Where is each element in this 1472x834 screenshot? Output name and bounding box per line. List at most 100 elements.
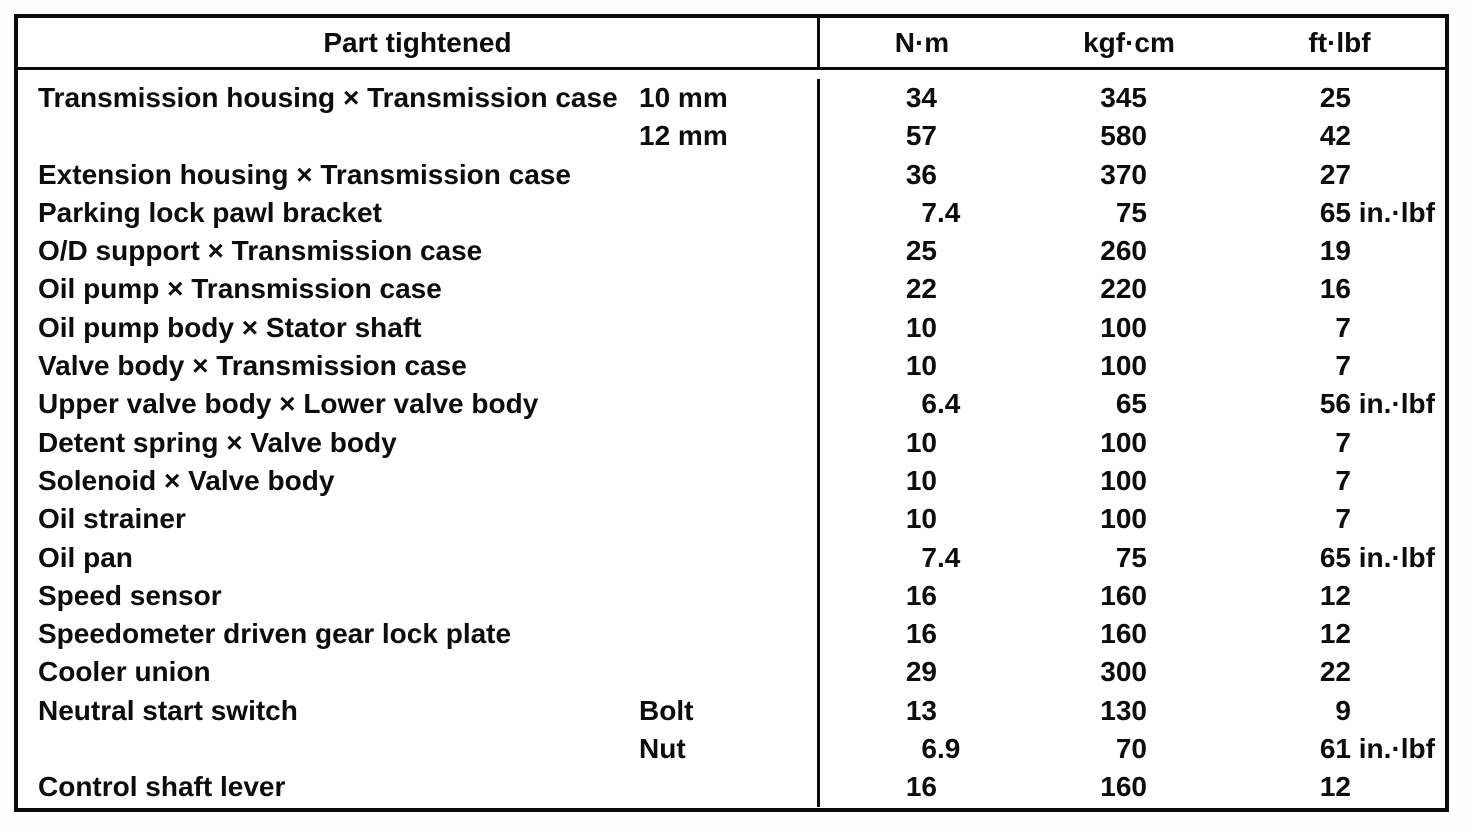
part-name: Transmission housing × Transmission case bbox=[38, 82, 618, 113]
ft-lbf-value: 7 bbox=[1234, 309, 1445, 347]
header-ft-lbf: ft·lbf bbox=[1308, 27, 1371, 58]
part-name: Neutral start switch bbox=[38, 694, 298, 726]
kgf-cm-value: 75 bbox=[1024, 539, 1234, 577]
ft-lbf-value: 7 bbox=[1234, 347, 1445, 385]
ft-lbf-value: 65 in.·lbf bbox=[1234, 194, 1445, 232]
nm-value: 57 bbox=[817, 117, 1024, 156]
ft-lbf-number: 25 bbox=[1319, 82, 1351, 113]
nm-value: 13 bbox=[817, 691, 1024, 731]
part-name bbox=[18, 117, 639, 155]
table-row: Speed sensor 16 160 12 bbox=[18, 576, 1445, 616]
kgf-cm-number: 130 bbox=[1100, 694, 1147, 726]
table-row: Oil strainer 10 100 7 bbox=[18, 500, 1445, 539]
ft-lbf-number: 12 bbox=[1319, 579, 1351, 611]
part-sub-label bbox=[639, 309, 817, 347]
kgf-cm-value: 260 bbox=[1024, 232, 1234, 270]
part-sub-label bbox=[639, 385, 817, 423]
table-row: Speedometer driven gear lock plate 16 16… bbox=[18, 615, 1445, 654]
ft-lbf-extra: in.·lbf bbox=[1351, 541, 1435, 573]
ft-lbf-value: 25 bbox=[1234, 79, 1445, 117]
kgf-cm-number: 75 bbox=[1115, 196, 1147, 228]
kgf-cm-value: 580 bbox=[1024, 117, 1234, 155]
kgf-cm-number: 580 bbox=[1100, 120, 1147, 152]
nm-number: 10 bbox=[905, 503, 937, 535]
part-sub-label bbox=[639, 232, 817, 270]
part-name bbox=[18, 730, 639, 768]
ft-lbf-number: 19 bbox=[1319, 235, 1351, 267]
table-row: Solenoid × Valve body 10 100 7 bbox=[18, 461, 1445, 501]
ft-lbf-number: 7 bbox=[1335, 426, 1351, 458]
ft-lbf-number: 12 bbox=[1319, 618, 1351, 650]
part-sub-label bbox=[639, 270, 817, 308]
ft-lbf-value: 7 bbox=[1234, 500, 1445, 538]
nm-number: 22 bbox=[905, 273, 937, 305]
ft-lbf-value: 56 in.·lbf bbox=[1234, 385, 1445, 423]
kgf-cm-number: 160 bbox=[1100, 579, 1147, 611]
table-row: Cooler union 29 300 22 bbox=[18, 653, 1445, 692]
nm-extra: .4 bbox=[937, 541, 961, 573]
kgf-cm-value: 220 bbox=[1024, 270, 1234, 308]
nm-value: 16 bbox=[817, 768, 1024, 807]
kgf-cm-number: 100 bbox=[1100, 311, 1147, 343]
nm-value: 7.4 bbox=[817, 538, 1024, 577]
part-name: Upper valve body × Lower valve body bbox=[38, 388, 539, 420]
part-sub-label bbox=[639, 500, 817, 538]
ft-lbf-number: 42 bbox=[1319, 120, 1351, 152]
nm-number: 10 bbox=[905, 426, 937, 458]
part-sub-label bbox=[639, 347, 817, 385]
kgf-cm-value: 160 bbox=[1024, 768, 1234, 806]
kgf-cm-number: 370 bbox=[1100, 158, 1147, 190]
ft-lbf-number: 27 bbox=[1319, 158, 1351, 190]
kgf-cm-number: 160 bbox=[1100, 618, 1147, 650]
kgf-cm-number: 65 bbox=[1115, 388, 1147, 420]
part-sub-label: Bolt bbox=[639, 694, 694, 726]
ft-lbf-number: 7 bbox=[1335, 503, 1351, 535]
kgf-cm-value: 100 bbox=[1024, 309, 1234, 347]
ft-lbf-extra: in.·lbf bbox=[1351, 196, 1435, 228]
part-name: O/D support × Transmission case bbox=[38, 235, 483, 267]
nm-value: 10 bbox=[817, 423, 1024, 462]
part-sub-label bbox=[639, 156, 817, 194]
nm-number: 16 bbox=[905, 579, 937, 611]
nm-value: 36 bbox=[817, 155, 1024, 194]
kgf-cm-value: 160 bbox=[1024, 615, 1234, 653]
part-sub-label: 10 mm bbox=[639, 82, 728, 113]
part-name: Valve body × Transmission case bbox=[38, 350, 467, 382]
ft-lbf-number: 61 bbox=[1319, 733, 1351, 765]
nm-number: 7 bbox=[921, 541, 937, 573]
nm-number: 25 bbox=[905, 235, 937, 267]
header-nm: N·m bbox=[817, 18, 1024, 67]
ft-lbf-number: 9 bbox=[1335, 694, 1351, 726]
nm-extra: .9 bbox=[937, 733, 961, 765]
part-sub-label bbox=[639, 768, 817, 806]
ft-lbf-value: 61 in.·lbf bbox=[1234, 730, 1445, 768]
ft-lbf-number: 16 bbox=[1319, 273, 1351, 305]
kgf-cm-number: 220 bbox=[1100, 273, 1147, 305]
torque-spec-table: Part tightened N·m kgf·cm ft·lbf Transmi… bbox=[14, 14, 1449, 812]
ft-lbf-value: 12 bbox=[1234, 768, 1445, 806]
header-kgf-cm: kgf·cm bbox=[1083, 27, 1175, 58]
header-part-tightened: Part tightened bbox=[323, 27, 512, 58]
kgf-cm-number: 100 bbox=[1100, 426, 1147, 458]
part-sub-label bbox=[639, 577, 817, 615]
nm-number: 10 bbox=[905, 311, 937, 343]
nm-number: 7 bbox=[921, 196, 937, 228]
ft-lbf-value: 22 bbox=[1234, 653, 1445, 691]
nm-value: 22 bbox=[817, 270, 1024, 309]
part-sub-label bbox=[639, 615, 817, 653]
table-row: Oil pump body × Stator shaft 10 100 7 bbox=[18, 308, 1445, 348]
table-row: Extension housing × Transmission case 36… bbox=[18, 155, 1445, 194]
nm-value: 16 bbox=[817, 615, 1024, 654]
kgf-cm-number: 75 bbox=[1115, 541, 1147, 573]
kgf-cm-number: 100 bbox=[1100, 503, 1147, 535]
part-name: Detent spring × Valve body bbox=[38, 426, 397, 458]
part-name: Solenoid × Valve body bbox=[38, 464, 335, 496]
part-sub-label: Nut bbox=[639, 733, 686, 765]
nm-value: 34 bbox=[817, 79, 1024, 118]
kgf-cm-number: 100 bbox=[1100, 464, 1147, 496]
nm-value: 10 bbox=[817, 461, 1024, 501]
kgf-cm-value: 70 bbox=[1024, 730, 1234, 768]
kgf-cm-value: 345 bbox=[1024, 79, 1234, 117]
part-name: Control shaft lever bbox=[38, 771, 286, 803]
ft-lbf-number: 7 bbox=[1335, 311, 1351, 343]
